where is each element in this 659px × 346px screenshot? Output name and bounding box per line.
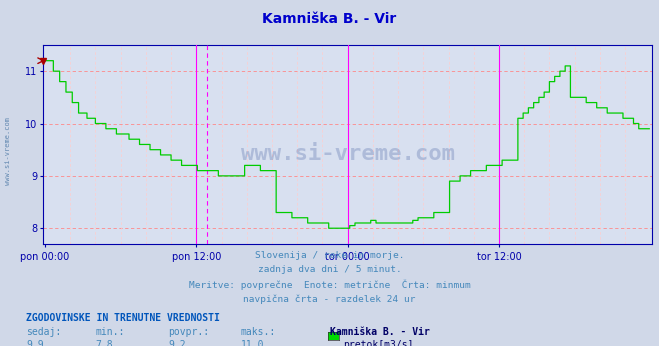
- Text: 7,8: 7,8: [96, 340, 113, 346]
- Text: sedaj:: sedaj:: [26, 327, 61, 337]
- Text: 11,0: 11,0: [241, 340, 264, 346]
- Text: ZGODOVINSKE IN TRENUTNE VREDNOSTI: ZGODOVINSKE IN TRENUTNE VREDNOSTI: [26, 313, 220, 323]
- Text: pretok[m3/s]: pretok[m3/s]: [343, 340, 413, 346]
- Text: Kamniška B. - Vir: Kamniška B. - Vir: [262, 12, 397, 26]
- Text: min.:: min.:: [96, 327, 125, 337]
- Text: www.si-vreme.com: www.si-vreme.com: [241, 144, 455, 164]
- Text: www.si-vreme.com: www.si-vreme.com: [5, 117, 11, 184]
- Text: zadnja dva dni / 5 minut.: zadnja dva dni / 5 minut.: [258, 265, 401, 274]
- Text: 9,9: 9,9: [26, 340, 44, 346]
- Text: Slovenija / reke in morje.: Slovenija / reke in morje.: [255, 251, 404, 260]
- Text: Meritve: povprečne  Enote: metrične  Črta: minmum: Meritve: povprečne Enote: metrične Črta:…: [188, 280, 471, 290]
- Text: povpr.:: povpr.:: [168, 327, 209, 337]
- Text: maks.:: maks.:: [241, 327, 275, 337]
- Text: navpična črta - razdelek 24 ur: navpična črta - razdelek 24 ur: [243, 294, 416, 304]
- Text: Kamniška B. - Vir: Kamniška B. - Vir: [330, 327, 430, 337]
- Text: 9,2: 9,2: [168, 340, 186, 346]
